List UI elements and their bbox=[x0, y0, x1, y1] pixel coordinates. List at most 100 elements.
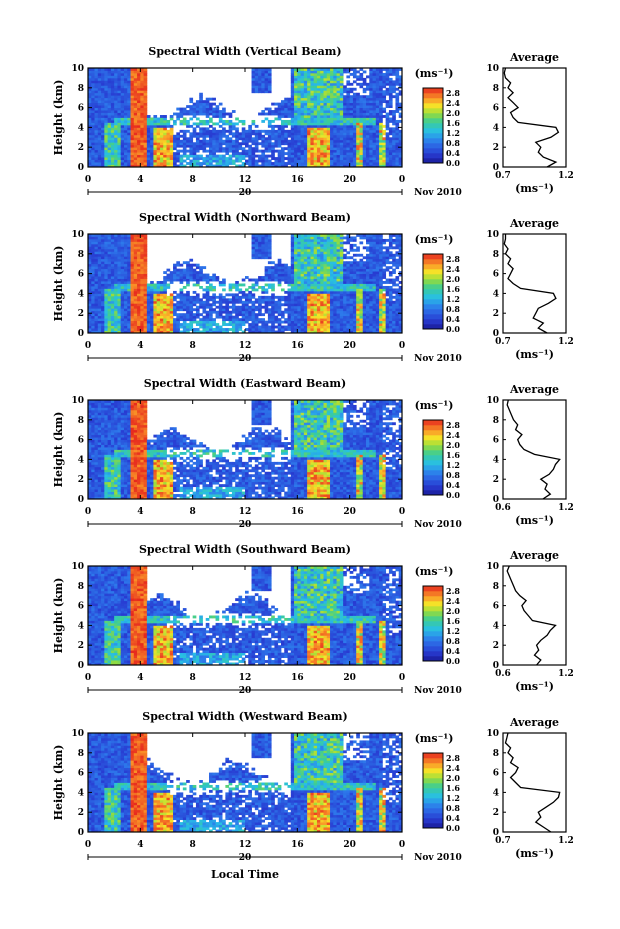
heatmap-cell bbox=[215, 105, 220, 109]
heatmap-cell bbox=[140, 266, 144, 270]
heatmap-cell bbox=[330, 102, 334, 106]
heatmap-cell bbox=[349, 157, 354, 160]
heatmap-cell bbox=[330, 115, 334, 118]
heatmap-cell bbox=[110, 97, 115, 101]
heatmap-cell bbox=[307, 105, 311, 109]
heatmap-cell bbox=[287, 278, 292, 282]
heatmap-cell bbox=[130, 325, 135, 329]
heatmap-cell bbox=[369, 119, 373, 123]
heatmap-cell bbox=[140, 149, 144, 153]
heatmap-cell bbox=[369, 85, 373, 89]
heatmap-cell bbox=[313, 127, 318, 131]
heatmap-cell bbox=[356, 159, 360, 163]
heatmap-cell bbox=[150, 144, 154, 148]
heatmap-cell bbox=[114, 70, 118, 74]
heatmap-cell bbox=[153, 290, 158, 294]
panel-1-title: Spectral Width (Vertical Beam) bbox=[148, 45, 341, 58]
heatmap-cell bbox=[94, 330, 99, 334]
heatmap-cell bbox=[297, 129, 301, 133]
heatmap-cell bbox=[290, 112, 295, 116]
heatmap-cell bbox=[140, 87, 144, 91]
heatmap-cell bbox=[375, 82, 380, 86]
heatmap-cell bbox=[182, 285, 187, 289]
heatmap-cell bbox=[127, 241, 131, 245]
heatmap-cell bbox=[110, 134, 115, 138]
heatmap-cell bbox=[330, 92, 334, 96]
heatmap-cell bbox=[101, 90, 105, 94]
heatmap-cell bbox=[205, 281, 210, 284]
heatmap-cell bbox=[107, 268, 112, 272]
heatmap-cell bbox=[146, 162, 151, 165]
heatmap-cell bbox=[310, 268, 315, 272]
heatmap-cell bbox=[166, 325, 171, 329]
heatmap-cell bbox=[366, 75, 370, 79]
heatmap-cell bbox=[297, 100, 301, 104]
heatmap-cell bbox=[153, 139, 158, 143]
heatmap-cell bbox=[245, 295, 249, 299]
heatmap-cell bbox=[297, 253, 301, 257]
heatmap-cell bbox=[274, 142, 279, 146]
heatmap-cell bbox=[88, 144, 92, 148]
heatmap-cell bbox=[173, 271, 177, 275]
heatmap-cell bbox=[143, 100, 148, 104]
heatmap-cell bbox=[241, 300, 246, 304]
heatmap-cell bbox=[352, 87, 357, 91]
heatmap-cell bbox=[163, 117, 167, 121]
heatmap-cell bbox=[356, 117, 360, 121]
heatmap-cell bbox=[192, 122, 197, 126]
heatmap-cell bbox=[231, 152, 236, 156]
heatmap-cell bbox=[326, 107, 331, 111]
heatmap-cell bbox=[392, 122, 396, 126]
heatmap-cell bbox=[123, 147, 128, 151]
heatmap-cell bbox=[339, 110, 344, 113]
heatmap-cell bbox=[379, 139, 383, 143]
heatmap-cell bbox=[127, 117, 131, 121]
heatmap-cell bbox=[202, 323, 207, 326]
heatmap-cell bbox=[346, 107, 351, 111]
heatmap-cell bbox=[104, 283, 109, 287]
heatmap-cell bbox=[369, 127, 373, 131]
heatmap-cell bbox=[284, 162, 288, 165]
heatmap-cell bbox=[146, 285, 151, 289]
heatmap-cell bbox=[333, 105, 337, 109]
heatmap-cell bbox=[330, 144, 334, 148]
heatmap-cell bbox=[195, 147, 200, 151]
heatmap-cell bbox=[133, 258, 138, 262]
heatmap-cell bbox=[290, 127, 295, 131]
heatmap-cell bbox=[101, 238, 105, 242]
heatmap-cell bbox=[313, 144, 318, 148]
heatmap-cell bbox=[372, 164, 377, 168]
heatmap-cell bbox=[114, 152, 118, 156]
heatmap-cell bbox=[294, 263, 298, 267]
heatmap-cell bbox=[146, 152, 151, 156]
heatmap-cell bbox=[369, 152, 373, 156]
heatmap-cell bbox=[398, 77, 403, 81]
heatmap-cell bbox=[107, 288, 112, 292]
heatmap-cell bbox=[123, 243, 128, 247]
heatmap-cell bbox=[228, 129, 233, 133]
heatmap-cell bbox=[140, 293, 144, 297]
heatmap-cell bbox=[277, 318, 282, 322]
heatmap-cell bbox=[333, 92, 337, 96]
heatmap-cell bbox=[336, 149, 341, 153]
heatmap-cell bbox=[146, 115, 151, 118]
heatmap-cell bbox=[225, 310, 230, 314]
heatmap-cell bbox=[127, 80, 131, 84]
heatmap-cell bbox=[176, 308, 180, 312]
heatmap-cell bbox=[254, 315, 259, 319]
heatmap-cell bbox=[343, 87, 347, 91]
heatmap-cell bbox=[182, 271, 187, 275]
heatmap-cell bbox=[333, 75, 337, 79]
heatmap-cell bbox=[290, 258, 295, 262]
heatmap-cell bbox=[372, 162, 377, 165]
heatmap-cell bbox=[123, 154, 128, 158]
heatmap-cell bbox=[146, 293, 151, 297]
heatmap-cell bbox=[303, 323, 308, 326]
heatmap-cell bbox=[274, 107, 279, 111]
heatmap-cell bbox=[94, 315, 99, 319]
heatmap-cell bbox=[218, 137, 223, 141]
heatmap-cell bbox=[156, 310, 161, 314]
heatmap-cell bbox=[362, 107, 367, 111]
heatmap-cell bbox=[150, 300, 154, 304]
heatmap-cell bbox=[110, 283, 115, 287]
